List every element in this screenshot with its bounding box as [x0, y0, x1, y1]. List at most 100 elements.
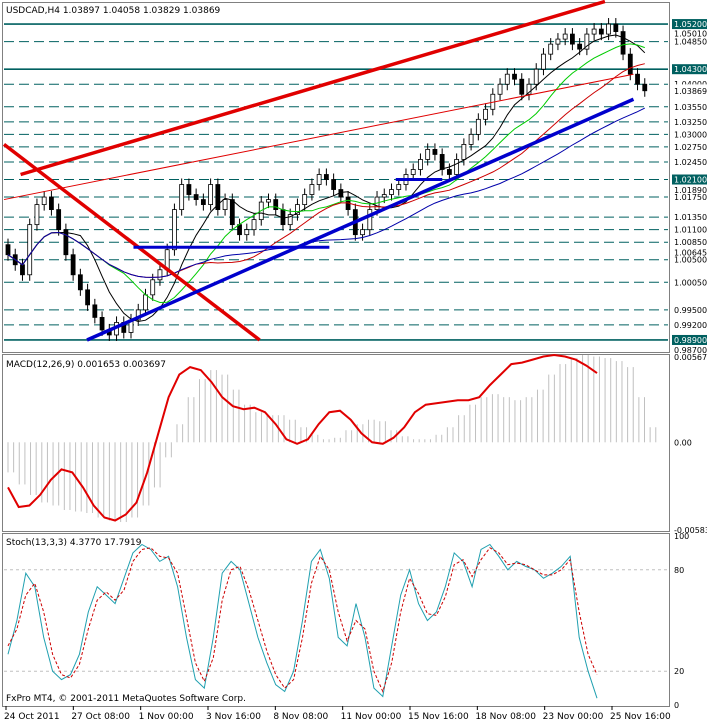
price-axis-label: 1.04300: [674, 65, 707, 74]
candle-body: [34, 204, 40, 226]
candle-body: [425, 149, 431, 160]
candle-body: [475, 118, 481, 135]
candle-body: [302, 194, 308, 205]
candle-body: [92, 304, 98, 318]
price-axis-label: 1.02750: [674, 143, 707, 152]
candle-body: [432, 149, 438, 155]
time-axis-label: 3 Nov 16:00: [206, 712, 261, 722]
price-axis-label: 0.99200: [674, 321, 707, 330]
moving-averages: [7, 34, 646, 323]
candle-body: [410, 169, 416, 175]
candle-body: [229, 199, 235, 226]
candle-body: [504, 73, 510, 85]
copyright-footer: FxPro MT4, © 2001-2011 MetaQuotes Softwa…: [6, 694, 246, 704]
trend-line: [2, 143, 261, 342]
price-axis-label: 1.00050: [674, 278, 707, 287]
macd-axis-label: 0.00: [674, 438, 692, 447]
candle-body: [446, 169, 452, 175]
price-axis-label: 1.02450: [674, 158, 707, 167]
trend-lines: [2, 0, 635, 342]
candle-body: [41, 196, 47, 205]
candle-body: [584, 33, 590, 50]
stoch-signal-line: [7, 547, 598, 693]
candle-body: [56, 209, 62, 231]
time-axis-label: 27 Oct 08:00: [71, 712, 130, 722]
candle-body: [439, 154, 445, 170]
macd-plot: [7, 353, 657, 523]
price-chart-title: USDCAD,H4 1.03897 1.04058 1.03829 1.0386…: [6, 6, 221, 16]
price-panel-frame: [2, 2, 670, 353]
time-axis-label: 25 Nov 16:00: [610, 712, 671, 722]
stoch-plot: [4, 543, 668, 699]
trend-line: [3, 73, 634, 201]
candle-body: [613, 23, 619, 32]
candle-body: [266, 199, 271, 203]
candle-body: [570, 33, 575, 45]
time-axis-label: 15 Nov 16:00: [408, 712, 469, 722]
price-axis-label: 1.03250: [674, 118, 707, 127]
candle-body: [237, 224, 242, 236]
candle-body: [526, 83, 532, 95]
stoch-axis-label: 80: [674, 566, 684, 575]
stoch-axis-label: 20: [674, 667, 684, 676]
candle-body: [519, 78, 525, 95]
time-axis: 24 Oct 2011 27 Oct 08:00 1 Nov 00:00 3 Nov …: [4, 706, 671, 722]
price-axis-label: 1.04850: [674, 38, 707, 47]
candle-body: [323, 174, 329, 180]
candle-body: [99, 317, 105, 331]
candle-body: [172, 209, 177, 251]
stoch-axis-label: 100: [674, 532, 689, 541]
candle-body: [606, 23, 611, 35]
macd-axis: 0.00567 0.00 -0.00583: [674, 353, 707, 535]
candle-body: [273, 199, 279, 210]
candle-body: [200, 199, 206, 205]
candle-body: [85, 289, 90, 306]
stoch-main-line: [7, 543, 598, 699]
candle-body: [316, 174, 322, 185]
candle-body: [143, 294, 148, 311]
macd-panel-frame: [2, 354, 670, 532]
candle-body: [360, 229, 365, 236]
candle-body: [244, 229, 250, 236]
candle-body: [20, 264, 25, 276]
price-axis-label: 1.03869: [674, 87, 707, 96]
trend-line: [20, 0, 606, 177]
candle-body: [70, 254, 76, 276]
moving-average-line: [7, 34, 646, 323]
candle-body: [193, 194, 199, 200]
candle-body: [222, 199, 228, 210]
candle-body: [497, 83, 503, 95]
price-axis-label: 1.05200: [674, 20, 707, 29]
price-axis-label: 1.05010: [674, 30, 707, 39]
price-axis-label: 0.98700: [674, 346, 707, 355]
candle-body: [63, 229, 69, 256]
moving-average-line: [7, 107, 646, 278]
candle-body: [598, 28, 604, 35]
candle-body: [295, 204, 300, 216]
moving-average-line: [7, 43, 645, 304]
candle-body: [208, 184, 214, 205]
candle-body: [555, 38, 561, 45]
macd-signal-line: [7, 353, 598, 522]
candle-body: [331, 179, 337, 190]
candle-body: [461, 144, 467, 160]
price-axis-label: 1.03000: [674, 130, 707, 139]
price-axis: 1.052001.050101.048501.043001.040001.038…: [672, 19, 707, 355]
price-label-bg: [672, 334, 707, 345]
candle-body: [367, 209, 373, 231]
candle-body: [251, 219, 257, 231]
candle-body: [541, 53, 546, 70]
candle-body: [309, 184, 315, 195]
candle-body: [157, 269, 163, 281]
candle-body: [396, 184, 402, 190]
candle-body: [577, 43, 583, 50]
stoch-title: Stoch(13,3,3) 4.3770 17.7919: [6, 538, 142, 548]
candle-body: [389, 189, 394, 195]
candle-body: [418, 159, 423, 170]
time-axis-label: 24 Oct 2011: [4, 712, 60, 722]
candle-body: [49, 196, 54, 210]
time-axis-label: 23 Nov 00:00: [543, 712, 604, 722]
candle-body: [454, 159, 460, 175]
macd-title: MACD(12,26,9) 0.001653 0.003697: [6, 360, 166, 370]
price-axis-label: 1.00500: [674, 256, 707, 265]
